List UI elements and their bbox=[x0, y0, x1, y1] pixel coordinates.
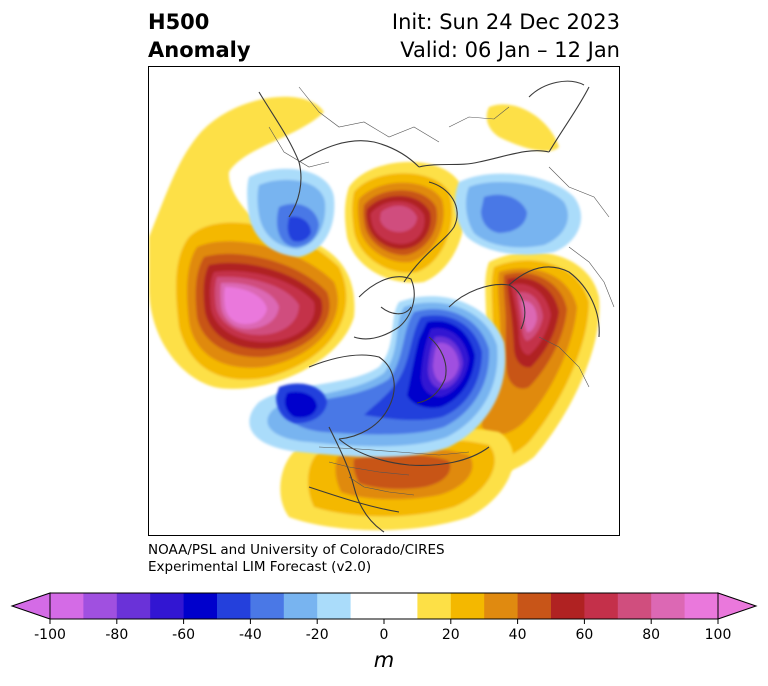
colorbar-tick-label: -40 bbox=[238, 627, 262, 643]
title-left: H500 Anomaly bbox=[148, 8, 251, 64]
colorbar-segment bbox=[83, 593, 118, 619]
colorbar-tick-label: -100 bbox=[34, 627, 66, 643]
colorbar-tick-label: 40 bbox=[508, 627, 527, 643]
colorbar-segment bbox=[384, 593, 418, 619]
credit-line-2: Experimental LIM Forecast (v2.0) bbox=[148, 559, 372, 575]
credit-line-1: NOAA/PSL and University of Colorado/CIRE… bbox=[148, 542, 445, 558]
colorbar-segment bbox=[484, 593, 519, 619]
coastlines bbox=[258, 80, 600, 533]
colorbar-segment bbox=[250, 593, 285, 619]
colorbar-segment bbox=[551, 593, 585, 619]
colorbar-segment bbox=[517, 593, 552, 619]
colorbar-tick-label: 80 bbox=[642, 627, 661, 643]
colorbar-segment bbox=[651, 593, 686, 619]
positive-anomaly-north-america bbox=[280, 427, 514, 531]
colorbar-segment bbox=[350, 593, 385, 619]
colorbar-units: m bbox=[373, 648, 395, 672]
negative-anomaly-alaska bbox=[276, 383, 327, 424]
positive-anomaly-europe bbox=[446, 252, 600, 477]
negative-anomaly-asia bbox=[455, 173, 582, 255]
map-panel bbox=[148, 66, 620, 536]
positive-anomaly-pacific bbox=[149, 96, 355, 389]
title-right: Init: Sun 24 Dec 2023 Valid: 06 Jan – 12… bbox=[392, 8, 620, 64]
colorbar-segment bbox=[417, 593, 452, 619]
title-anomaly: Anomaly bbox=[148, 38, 251, 62]
colorbar-segment bbox=[50, 593, 84, 619]
title-variable: H500 bbox=[148, 10, 210, 34]
colorbar-segment bbox=[584, 593, 619, 619]
colorbar-extend-min bbox=[10, 592, 51, 620]
valid-period: Valid: 06 Jan – 12 Jan bbox=[400, 38, 620, 62]
colorbar-tick-label: 20 bbox=[441, 627, 460, 643]
positive-anomaly-arctic bbox=[344, 161, 465, 283]
positive-anomaly-northeast bbox=[486, 104, 559, 152]
colorbar-tick-label: 60 bbox=[575, 627, 594, 643]
colorbar-tick-label: -60 bbox=[172, 627, 196, 643]
credit: NOAA/PSL and University of Colorado/CIRE… bbox=[148, 542, 445, 576]
colorbar-segment bbox=[617, 593, 652, 619]
colorbar-segment bbox=[283, 593, 318, 619]
colorbar-segment bbox=[317, 593, 352, 619]
colorbar-tick-label: 0 bbox=[379, 627, 389, 643]
colorbar-segment bbox=[116, 593, 151, 619]
colorbar-tick-label: -80 bbox=[105, 627, 129, 643]
negative-anomaly-canada bbox=[249, 296, 506, 457]
colorbar-segment bbox=[217, 593, 251, 619]
negative-anomaly-siberia bbox=[247, 168, 335, 257]
colorbar-segment bbox=[450, 593, 485, 619]
anomaly-map bbox=[149, 80, 615, 533]
colorbar-tick-label: 100 bbox=[704, 627, 732, 643]
init-date: Init: Sun 24 Dec 2023 bbox=[391, 10, 620, 34]
colorbar-extend-max bbox=[717, 592, 758, 620]
north-pole-marker bbox=[380, 296, 390, 306]
colorbar-segment bbox=[183, 593, 218, 619]
country-borders bbox=[268, 86, 615, 496]
colorbar-segment bbox=[684, 593, 719, 619]
colorbar bbox=[10, 592, 758, 624]
colorbar-segment bbox=[150, 593, 185, 619]
colorbar-tick-label: -20 bbox=[305, 627, 329, 643]
